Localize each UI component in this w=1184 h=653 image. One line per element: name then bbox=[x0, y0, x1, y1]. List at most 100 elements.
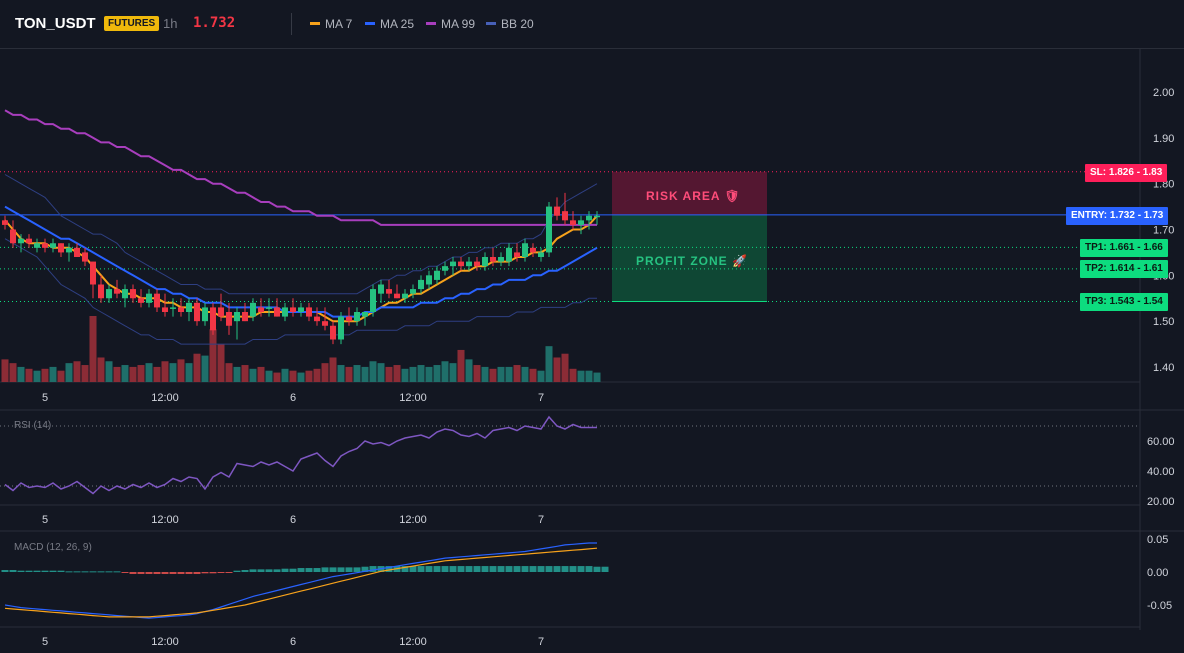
volume-bar bbox=[505, 366, 513, 382]
candle bbox=[522, 238, 528, 262]
candle-body bbox=[218, 307, 224, 317]
last-price: 1.732 bbox=[193, 15, 236, 31]
macd-histogram-bar bbox=[449, 566, 457, 572]
volume-bar bbox=[441, 361, 449, 382]
candle bbox=[58, 243, 64, 257]
volume-bar bbox=[193, 353, 201, 382]
candle-body bbox=[362, 312, 368, 317]
macd-histogram-bar bbox=[97, 571, 105, 573]
candle bbox=[354, 307, 360, 326]
legend-ma99[interactable]: MA 99 bbox=[426, 17, 475, 31]
macd-histogram-bar bbox=[409, 566, 417, 572]
candle-body bbox=[114, 289, 120, 294]
candle-body bbox=[466, 261, 472, 267]
macd-histogram-bar bbox=[57, 570, 65, 572]
macd-time-tick: 12:00 bbox=[399, 636, 427, 648]
candle bbox=[234, 307, 240, 340]
volume-bar bbox=[337, 365, 345, 382]
risk-area-box bbox=[612, 171, 767, 215]
macd-histogram-bar bbox=[505, 566, 513, 572]
volume-bar bbox=[73, 361, 81, 382]
candle-body bbox=[314, 316, 320, 322]
candle-body bbox=[370, 289, 376, 312]
candle-body bbox=[450, 261, 456, 267]
legend-ma7[interactable]: MA 7 bbox=[310, 17, 352, 31]
macd-histogram-bar bbox=[353, 567, 361, 572]
candle bbox=[50, 238, 56, 253]
candle bbox=[122, 284, 128, 308]
candle bbox=[330, 321, 336, 345]
macd-histogram-bar bbox=[585, 566, 593, 572]
candle-body bbox=[2, 220, 8, 225]
volume-bar bbox=[513, 365, 521, 382]
rsi-tick-label: 20.00 bbox=[1147, 496, 1175, 508]
candle bbox=[514, 243, 520, 262]
volume-bar bbox=[585, 370, 593, 382]
candle bbox=[394, 284, 400, 299]
volume-bar bbox=[465, 359, 473, 382]
volume-bar bbox=[81, 365, 89, 382]
macd-time-tick: 12:00 bbox=[151, 636, 179, 648]
candle bbox=[74, 243, 80, 257]
indicator-line-bb-20-upper bbox=[4, 174, 598, 295]
main-time-tick: 5 bbox=[42, 392, 48, 404]
macd-histogram-bar bbox=[177, 572, 185, 574]
candle bbox=[186, 298, 192, 322]
rsi-time-tick: 12:00 bbox=[151, 514, 179, 526]
candle bbox=[306, 302, 312, 322]
rsi-tick-label: 60.00 bbox=[1147, 436, 1175, 448]
candle-body bbox=[482, 257, 488, 267]
candle-body bbox=[234, 312, 240, 322]
volume-bar bbox=[361, 366, 369, 382]
candle bbox=[178, 298, 184, 317]
macd-histogram-bar bbox=[425, 566, 433, 572]
candle bbox=[570, 211, 576, 230]
entry-tag: ENTRY: 1.732 - 1.73 bbox=[1066, 207, 1169, 225]
macd-histogram-bar bbox=[529, 566, 537, 572]
macd-time-tick: 7 bbox=[538, 636, 544, 648]
candle-body bbox=[82, 252, 88, 262]
symbol-label[interactable]: TON_USDT bbox=[15, 15, 96, 32]
candle bbox=[290, 298, 296, 317]
volume-bar bbox=[497, 366, 505, 382]
legend-bb20[interactable]: BB 20 bbox=[486, 17, 534, 31]
candle bbox=[202, 302, 208, 326]
timeframe-label[interactable]: 1h bbox=[163, 16, 178, 31]
candle-body bbox=[42, 243, 48, 248]
profit-zone-box bbox=[612, 214, 767, 302]
candle-body bbox=[410, 289, 416, 294]
legend-label: MA 7 bbox=[325, 17, 353, 31]
legend-ma25[interactable]: MA 25 bbox=[365, 17, 414, 31]
macd-time-tick: 5 bbox=[42, 636, 48, 648]
candle-body bbox=[386, 289, 392, 294]
candle-body bbox=[66, 247, 72, 253]
candle bbox=[298, 302, 304, 317]
macd-histogram-bar bbox=[305, 568, 313, 572]
candle bbox=[498, 252, 504, 267]
tp1-tag: TP1: 1.661 - 1.66 bbox=[1080, 239, 1168, 257]
macd-histogram-bar bbox=[537, 566, 545, 572]
candle-body bbox=[194, 302, 200, 322]
candle-body bbox=[186, 302, 192, 312]
candle-body bbox=[250, 302, 256, 317]
candle-body bbox=[106, 289, 112, 299]
legend-label: MA 99 bbox=[441, 17, 476, 31]
volume-bar bbox=[433, 365, 441, 382]
candle bbox=[410, 284, 416, 299]
macd-histogram-bar bbox=[49, 570, 57, 572]
rsi-time-tick: 7 bbox=[538, 514, 544, 526]
candle bbox=[442, 261, 448, 276]
candle bbox=[546, 202, 552, 257]
price-tick-label: 1.40 bbox=[1153, 362, 1174, 374]
volume-bar bbox=[113, 366, 121, 382]
macd-histogram-bar bbox=[201, 572, 209, 574]
volume-bar bbox=[25, 368, 33, 382]
legend-swatch bbox=[426, 22, 436, 26]
macd-histogram-bar bbox=[313, 568, 321, 572]
volume-bar bbox=[353, 365, 361, 382]
candle bbox=[482, 252, 488, 271]
futures-badge: FUTURES bbox=[104, 16, 160, 31]
macd-histogram-bar bbox=[217, 572, 225, 573]
macd-histogram-bar bbox=[65, 571, 73, 573]
